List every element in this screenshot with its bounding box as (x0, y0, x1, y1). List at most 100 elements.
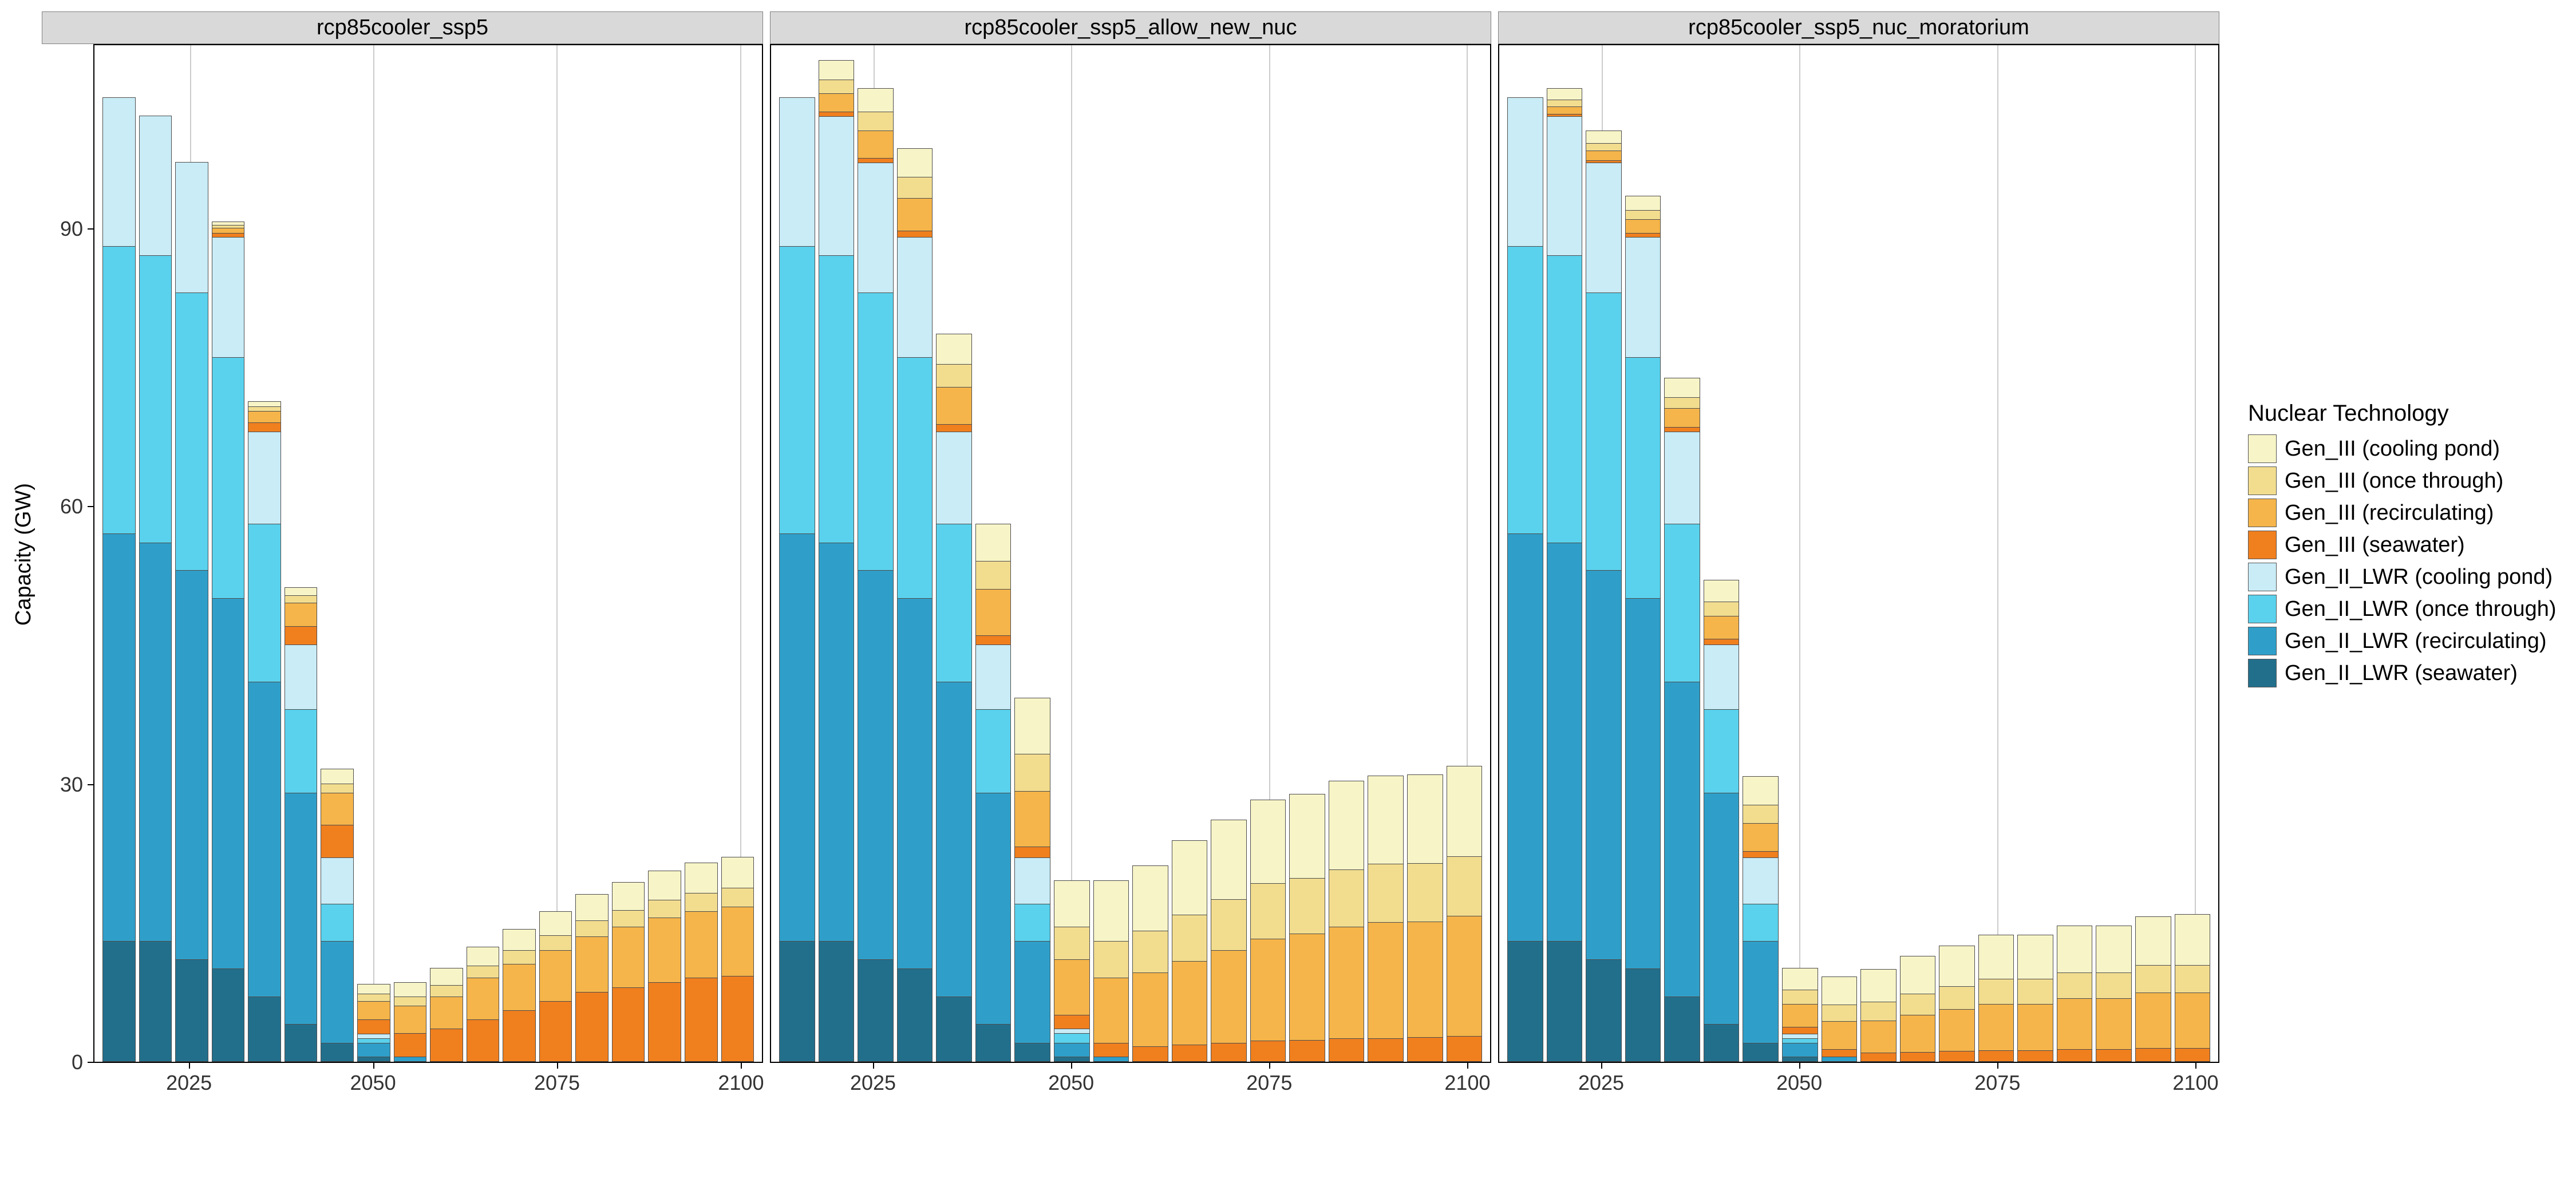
panel: rcp85cooler_ssp5_nuc_moratorium202520502… (1498, 11, 2219, 1097)
legend-label: Gen_II_LWR (once through) (2285, 597, 2557, 622)
bar-segment-g3_pond (285, 588, 317, 595)
bar-segment-g3_once (819, 80, 854, 93)
x-tick-mark (1997, 1063, 1998, 1069)
x-tick-mark (1071, 1063, 1072, 1069)
stacked-bar (2135, 916, 2171, 1062)
bar-segment-g3_recirc (1094, 978, 1129, 1042)
bar-segment-g3_once (1822, 1005, 1857, 1021)
bar-segment-g3_pond (1901, 956, 1935, 994)
bar-segment-g3_recirc (1586, 151, 1621, 160)
bar-segment-g3_once (1015, 754, 1050, 791)
bar-segment-g2_pond (248, 432, 280, 524)
plot-outer (1498, 44, 2219, 1063)
stacked-bar (897, 148, 933, 1062)
bar-segment-g3_recirc (2057, 998, 2092, 1049)
bar-segment-g3_sea (976, 635, 1011, 645)
legend-item: Gen_III (seawater) (2248, 531, 2557, 559)
legend-item: Gen_III (recirculating) (2248, 499, 2557, 527)
stacked-bar (1822, 976, 1858, 1062)
bar-segment-g3_pond (649, 871, 681, 900)
plot-outer: 0306090 (42, 44, 763, 1063)
bar-segment-g3_once (430, 985, 463, 996)
bar-segment-g3_once (285, 595, 317, 603)
y-tick-label: 30 (60, 773, 88, 797)
y-tick-label: 90 (60, 217, 88, 241)
bar-segment-g3_once (722, 888, 754, 906)
plot-area (770, 44, 1491, 1063)
stacked-bar (648, 871, 681, 1062)
bar-segment-g3_recirc (685, 911, 717, 978)
bar-segment-g3_recirc (649, 918, 681, 982)
bar-segment-g3_recirc (540, 950, 572, 1001)
stacked-bar (1093, 880, 1129, 1062)
bar-segment-g2_pond (976, 645, 1011, 709)
legend-label: Gen_III (seawater) (2285, 533, 2465, 557)
bar-segment-g2_once (1704, 709, 1739, 793)
bar-segment-g2_sea (248, 997, 280, 1061)
stacked-bar (321, 769, 354, 1062)
facet-strip: rcp85cooler_ssp5_nuc_moratorium (1498, 11, 2219, 44)
bar-segment-g2_sea (1783, 1057, 1818, 1061)
stacked-bar (819, 60, 855, 1062)
bar-segment-g3_pond (2136, 917, 2171, 965)
bar-segment-g3_sea (858, 158, 893, 163)
y-tick-mark (88, 228, 93, 230)
bar-segment-g3_pond (1704, 580, 1739, 602)
bars-container (94, 45, 762, 1062)
bar-segment-g2_recirc (212, 598, 244, 968)
bar-segment-g3_recirc (1704, 616, 1739, 639)
bar-segment-g3_sea (394, 1033, 426, 1056)
bar-segment-g3_once (1743, 805, 1778, 823)
bar-segment-g3_pond (1586, 131, 1621, 143)
stacked-bar (1329, 781, 1365, 1062)
legend-label: Gen_III (once through) (2285, 469, 2503, 493)
bar-segment-g2_once (212, 357, 244, 598)
bar-segment-g3_once (2136, 965, 2171, 993)
stacked-bar (575, 894, 609, 1062)
bar-segment-g2_sea (976, 1024, 1011, 1061)
stacked-bar (1447, 766, 1483, 1062)
bar-segment-g2_once (103, 246, 135, 533)
bar-segment-g2_pond (1704, 645, 1739, 709)
stacked-bar (2057, 926, 2093, 1062)
stacked-bar (1900, 956, 1936, 1062)
legend-title: Nuclear Technology (2248, 401, 2557, 426)
bar-segment-g3_pond (1251, 800, 1286, 884)
stacked-bar (1014, 698, 1050, 1062)
bar-segment-g2_recirc (285, 793, 317, 1025)
stacked-bar (1250, 800, 1286, 1062)
bar-segment-g2_pond (898, 237, 933, 357)
bar-segment-g2_pond (212, 237, 244, 357)
stacked-bar (430, 968, 463, 1062)
bar-segment-g2_recirc (1704, 793, 1739, 1025)
stacked-bar (685, 863, 718, 1062)
bar-segment-g3_recirc (819, 93, 854, 112)
bar-segment-g3_once (937, 364, 971, 387)
bar-segment-g3_recirc (1015, 791, 1050, 847)
bar-segment-g3_sea (685, 978, 717, 1061)
legend-swatch (2248, 563, 2277, 591)
bar-segment-g2_recirc (1665, 682, 1700, 997)
bar-segment-g3_recirc (858, 131, 893, 159)
plot-area (93, 44, 763, 1063)
legend-label: Gen_II_LWR (seawater) (2285, 661, 2518, 686)
bar-segment-g3_recirc (212, 228, 244, 234)
stacked-bar (539, 911, 572, 1062)
bar-segment-g3_once (976, 561, 1011, 589)
x-tick-label: 2075 (1974, 1071, 2020, 1095)
y-tick-mark (88, 784, 93, 785)
bar-segment-g3_pond (1861, 970, 1896, 1002)
x-tick-label: 2075 (534, 1071, 580, 1095)
bar-segment-g3_pond (722, 857, 754, 888)
x-tick-label: 2100 (2172, 1071, 2218, 1095)
x-tick-label: 2050 (350, 1071, 396, 1095)
bar-segment-g2_sea (898, 968, 933, 1061)
bar-segment-g3_once (613, 910, 645, 927)
bar-segment-g3_pond (858, 89, 893, 112)
bar-segment-g3_pond (1368, 776, 1403, 864)
stacked-bar (975, 524, 1012, 1062)
bar-segment-g2_sea (1743, 1043, 1778, 1061)
bar-segment-g3_pond (2175, 915, 2210, 964)
bar-segment-g3_recirc (898, 198, 933, 231)
bar-segment-g2_sea (1586, 959, 1621, 1061)
